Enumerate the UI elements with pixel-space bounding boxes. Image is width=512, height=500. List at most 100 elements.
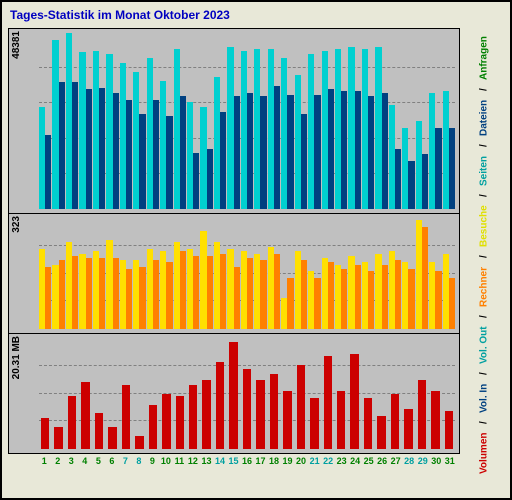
dateien-bar [153,100,159,209]
dateien-bar [72,82,78,209]
day-tick: 5 [92,456,105,466]
volume-bar [229,342,237,449]
day-tick: 27 [389,456,402,466]
day-tick: 28 [403,456,416,466]
volume-bar [270,374,278,449]
volume-bar [404,409,412,449]
day-tick: 11 [173,456,186,466]
rechner-bar [422,227,428,329]
legend-sep: / [479,255,490,258]
dateien-bar [247,93,253,209]
volume-bar [391,394,399,450]
dateien-bar [234,96,240,209]
day-tick: 10 [160,456,173,466]
legend-sep: / [479,194,490,197]
legend-seiten: Seiten [479,156,490,186]
dateien-bar [45,135,51,209]
volume-bar [256,380,264,449]
rechner-bar [274,254,280,329]
legend-anfragen: Anfragen [479,36,490,80]
rechner-bar [126,269,132,329]
rechner-bar [435,271,441,329]
volume-bar [297,365,305,449]
rechner-bar [153,260,159,329]
rechner-bar [382,265,388,329]
volume-bar [243,369,251,449]
rechner-bar [139,267,145,329]
day-tick: 16 [241,456,254,466]
rechner-bar [449,278,455,329]
legend-besuche: Besuche [479,205,490,247]
legend-sep: / [479,421,490,424]
dateien-bar [449,128,455,209]
top-ylabel: 48381 [11,31,22,59]
rechner-bar [355,265,361,329]
dateien-bar [86,89,92,209]
day-tick: 29 [416,456,429,466]
rechner-bar [287,278,293,329]
day-tick: 20 [295,456,308,466]
dateien-bar [422,154,428,209]
rechner-bar [220,254,226,329]
dateien-bar [314,95,320,209]
volume-bar [95,413,103,449]
rechner-bar [247,258,253,329]
bot-ylabel: 20.31 MB [11,336,22,379]
day-tick: 26 [376,456,389,466]
day-tick: 6 [106,456,119,466]
day-tick: 31 [443,456,456,466]
legend-volumen: Volumen [479,432,490,473]
legend-sep: / [479,315,490,318]
day-tick: 12 [187,456,200,466]
chart-frame: Tages-Statistik im Monat Oktober 2023 48… [0,0,512,500]
volume-bar [324,356,332,449]
rechner-bar [408,269,414,329]
day-tick: 15 [227,456,240,466]
dateien-bar [59,82,65,209]
dateien-bar [341,91,347,209]
day-tick: 3 [65,456,78,466]
legend-sep: / [479,372,490,375]
dateien-bar [166,116,172,209]
dateien-bar [180,96,186,209]
dateien-bar [113,93,119,209]
legend-sep: / [479,144,490,147]
volume-bar [202,380,210,449]
rechner-bar [260,260,266,329]
side-legend: Volumen/Vol. In/Vol. Out/Rechner/Besuche… [462,32,506,478]
volume-bar [54,427,62,449]
volume-bar [135,436,143,449]
rechner-bar [368,271,374,329]
day-tick: 21 [308,456,321,466]
volume-bar [337,391,345,449]
rechner-bar [113,258,119,329]
dateien-bar [435,128,441,209]
day-tick: 14 [214,456,227,466]
chart-title: Tages-Statistik im Monat Oktober 2023 [8,6,504,28]
volume-bar [377,416,385,449]
panels-column: 48381 323 20.31 MB [8,28,460,454]
volume-bar [122,385,130,449]
volume-bar [176,396,184,449]
rechner-bar [234,267,240,329]
volume-bar [81,382,89,449]
dateien-bar [274,86,280,209]
volume-bar [445,411,453,449]
mid-plot [39,218,455,329]
day-tick: 17 [254,456,267,466]
volume-bar [41,418,49,449]
dateien-bar [408,161,414,209]
dateien-bar [368,96,374,209]
dateien-bar [301,114,307,209]
day-tick: 19 [281,456,294,466]
rechner-bar [395,260,401,329]
dateien-bar [382,93,388,209]
volume-bar [162,394,170,450]
volume-bar [350,354,358,449]
rechner-bar [99,258,105,329]
rechner-bar [180,251,186,329]
day-tick: 18 [268,456,281,466]
volume-bar [149,405,157,449]
rechner-bar [45,267,51,329]
legend-volin: Vol. In [479,383,490,412]
